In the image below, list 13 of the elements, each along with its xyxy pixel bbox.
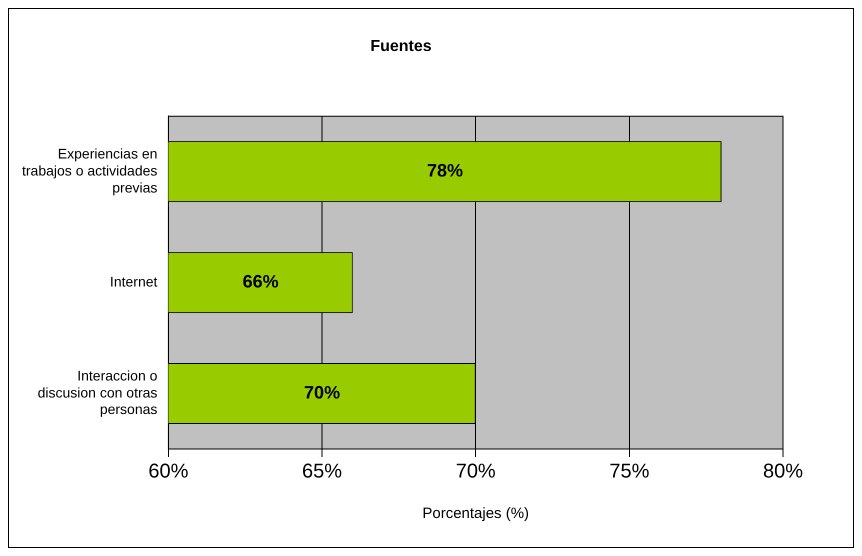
y-tick-label: Experiencias en trabajos o actividades previas bbox=[22, 146, 158, 196]
x-tick-label: 70% bbox=[456, 460, 496, 483]
data-label: 70% bbox=[304, 382, 340, 402]
y-tick-label: Interaccion o discusion con otras personas bbox=[38, 368, 158, 418]
data-label: 66% bbox=[242, 272, 279, 292]
data-label: 78% bbox=[426, 160, 463, 181]
x-tick-label: 80% bbox=[762, 460, 804, 483]
chart-title: Fuentes bbox=[370, 38, 432, 56]
x-tick-label: 60% bbox=[148, 460, 189, 483]
x-tick-label: 75% bbox=[609, 460, 650, 483]
y-tick-label: Internet bbox=[110, 273, 158, 290]
x-axis-title: Porcentajes (%) bbox=[422, 505, 530, 522]
x-tick-label: 65% bbox=[302, 460, 342, 483]
